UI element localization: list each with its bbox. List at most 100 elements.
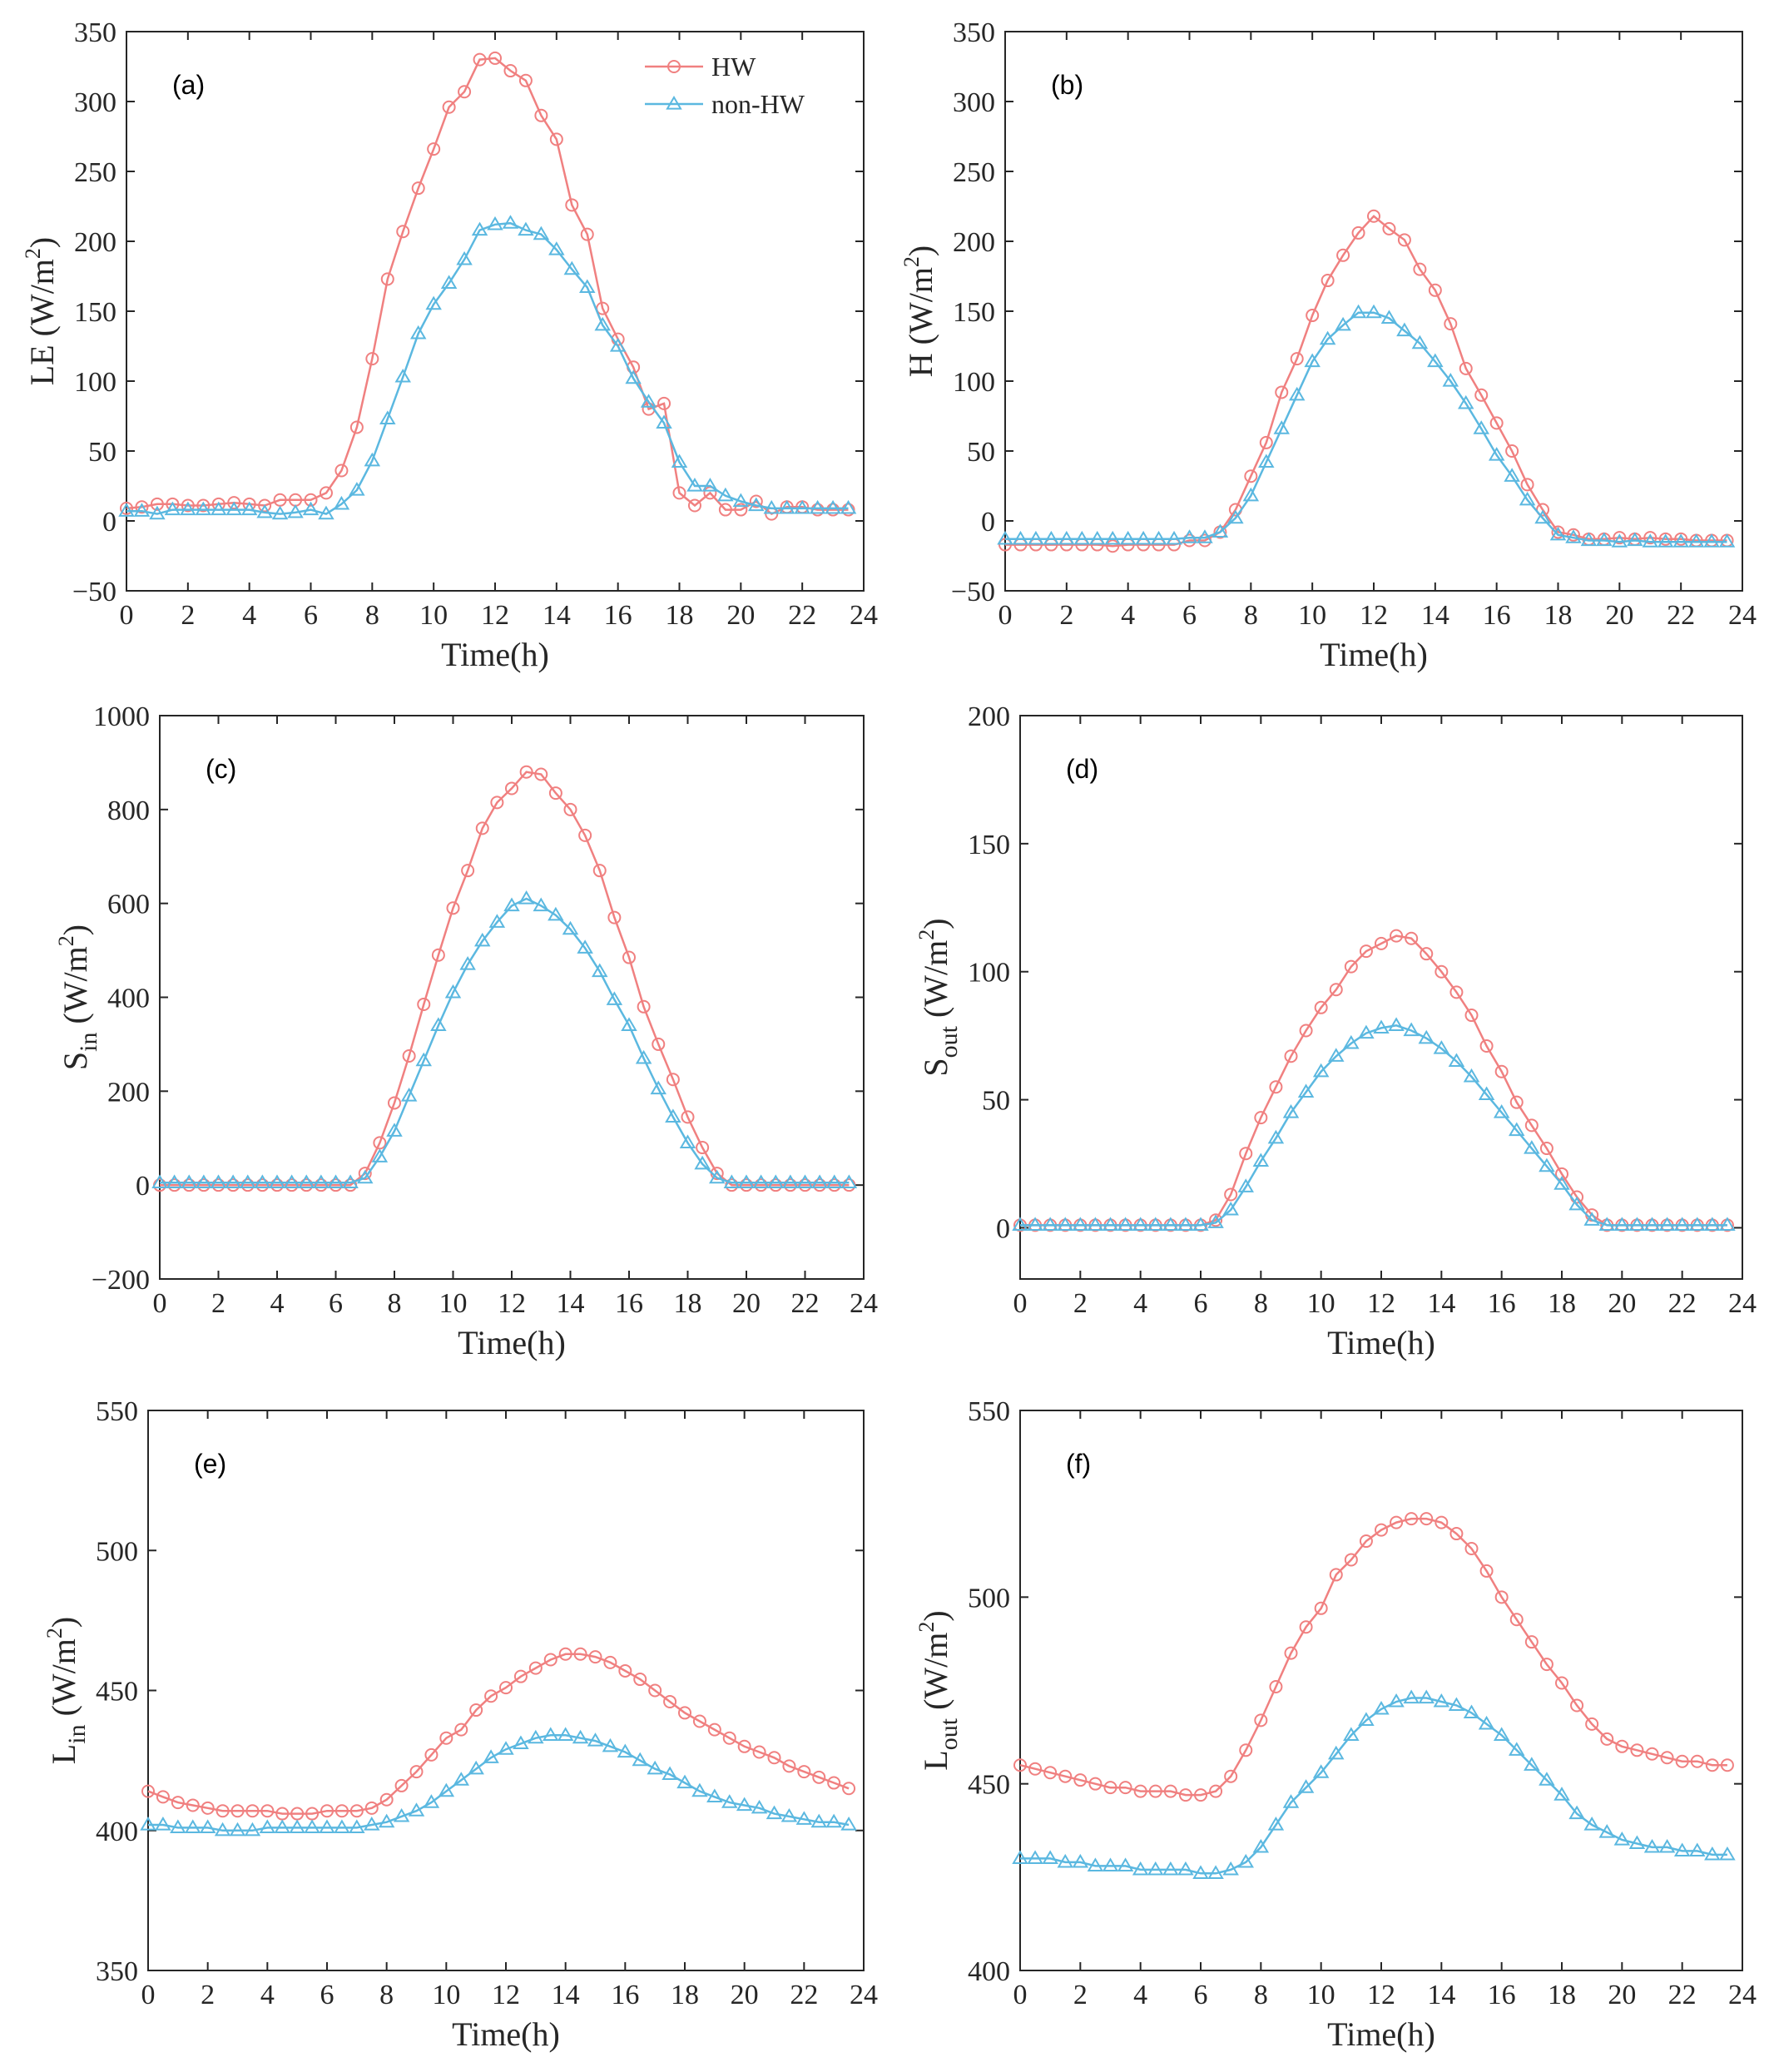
data-point-non-HW [425,295,442,310]
data-point-non-HW [1242,487,1260,502]
legend-entry-non-HW: non-HW [645,89,805,119]
data-point-non-HW [140,1817,156,1831]
x-tick-label: 10 [419,600,448,631]
x-tick-label: 4 [1121,600,1135,631]
data-point-HW [1269,1080,1283,1094]
panel-label: (e) [194,1449,226,1479]
data-point-non-HW [1524,1757,1540,1771]
data-point-non-HW [1613,1831,1631,1846]
data-point-non-HW [259,1819,276,1833]
data-point-non-HW [304,1819,320,1833]
y-axis-title: Sin (W/m2) [54,924,102,1070]
data-point-HW [1420,1512,1434,1526]
series-line-HW [1020,934,1727,1227]
x-tick-label: 18 [1548,1980,1576,2010]
data-point-non-HW [274,1819,290,1833]
data-point-non-HW [1433,1693,1450,1708]
data-point-non-HW [254,1174,271,1188]
data-point-non-HW [483,1749,499,1763]
data-point-non-HW [214,1822,231,1837]
data-point-non-HW [164,501,181,516]
data-point-HW [1459,361,1473,375]
data-point-HW [782,1759,796,1773]
data-point-non-HW [386,1123,403,1137]
data-point-non-HW [826,1174,843,1188]
x-tick-label: 8 [1244,600,1258,631]
data-point-non-HW [256,503,273,518]
data-point-HW [1344,1553,1358,1567]
y-title-subscript: out [935,1025,963,1058]
data-point-non-HW [1119,530,1137,545]
data-point-non-HW [840,1817,857,1831]
data-point-non-HW [1335,316,1351,331]
data-point-HW [245,1804,260,1818]
data-point-non-HW [1418,1029,1435,1044]
y-tick-label: −50 [951,577,995,607]
data-point-non-HW [1147,1861,1164,1876]
data-point-non-HW [1442,373,1459,387]
data-point-non-HW [180,501,196,516]
y-axis-title: LE (W/m2) [21,237,61,386]
data-point-HW [1299,1620,1313,1634]
data-point-non-HW [1135,530,1152,545]
data-point-non-HW [1643,1217,1661,1231]
x-axis-title: Time(h) [452,2015,560,2053]
data-point-non-HW [400,1087,418,1102]
data-point-non-HW [1297,1083,1315,1098]
x-tick-label: 8 [1254,1288,1268,1319]
data-point-HW [1367,209,1380,223]
data-point-HW [1103,1781,1117,1795]
data-point-non-HW [594,316,611,331]
data-point-HW [1148,1784,1162,1798]
y-axis-title: H (W/m2) [899,245,939,378]
data-point-non-HW [656,414,672,429]
data-point-HW [1615,1739,1629,1753]
data-point-HW [1254,1713,1268,1727]
data-point-non-HW [244,1822,261,1837]
data-point-non-HW [151,1174,168,1188]
y-axis-title: Sout (W/m2) [914,918,963,1076]
y-tick-label: 200 [107,1077,150,1108]
data-point-non-HW [528,1729,544,1744]
data-point-HW [409,1765,424,1779]
data-point-non-HW [1687,533,1705,548]
x-tick-label: 10 [1307,1980,1335,2010]
data-point-non-HW [133,503,151,517]
data-point-HW [358,1167,372,1181]
data-point-non-HW [1073,530,1091,545]
data-point-non-HW [1568,1196,1585,1211]
data-point-HW [672,486,686,500]
data-point-HW [603,1655,617,1669]
data-point-HW [1449,985,1464,999]
data-point-non-HW [1704,1846,1721,1861]
data-point-HW [461,864,475,878]
data-point-non-HW [1373,1700,1390,1715]
x-tick-label: 18 [1544,600,1573,631]
data-point-HW [186,1798,200,1812]
x-axis-title: Time(h) [441,636,549,673]
x-tick-label: 6 [1182,600,1197,631]
data-point-non-HW [1627,532,1643,547]
data-point-non-HW [1343,1034,1360,1049]
data-point-non-HW [1628,1217,1646,1231]
data-point-non-HW [694,1155,711,1170]
data-point-non-HW [1147,1217,1164,1231]
data-point-non-HW [736,1797,753,1812]
x-tick-label: 14 [1421,600,1449,631]
x-tick-label: 10 [439,1288,468,1319]
data-point-non-HW [1596,532,1613,547]
data-point-non-HW [1473,420,1489,434]
y-title-close: ) [57,924,94,935]
data-point-HW [692,1714,706,1728]
data-point-HW [1474,388,1489,402]
panel-label: (f) [1066,1449,1091,1479]
data-point-HW [364,1801,379,1815]
data-point-HW [548,786,562,801]
data-point-non-HW [333,495,350,510]
x-tick-label: 20 [732,1288,761,1319]
x-tick-label: 22 [790,1980,818,2010]
data-point-non-HW [1012,1217,1028,1231]
data-point-non-HW [1643,1838,1661,1853]
data-point-non-HW [1197,529,1213,543]
data-point-non-HW [579,279,596,294]
